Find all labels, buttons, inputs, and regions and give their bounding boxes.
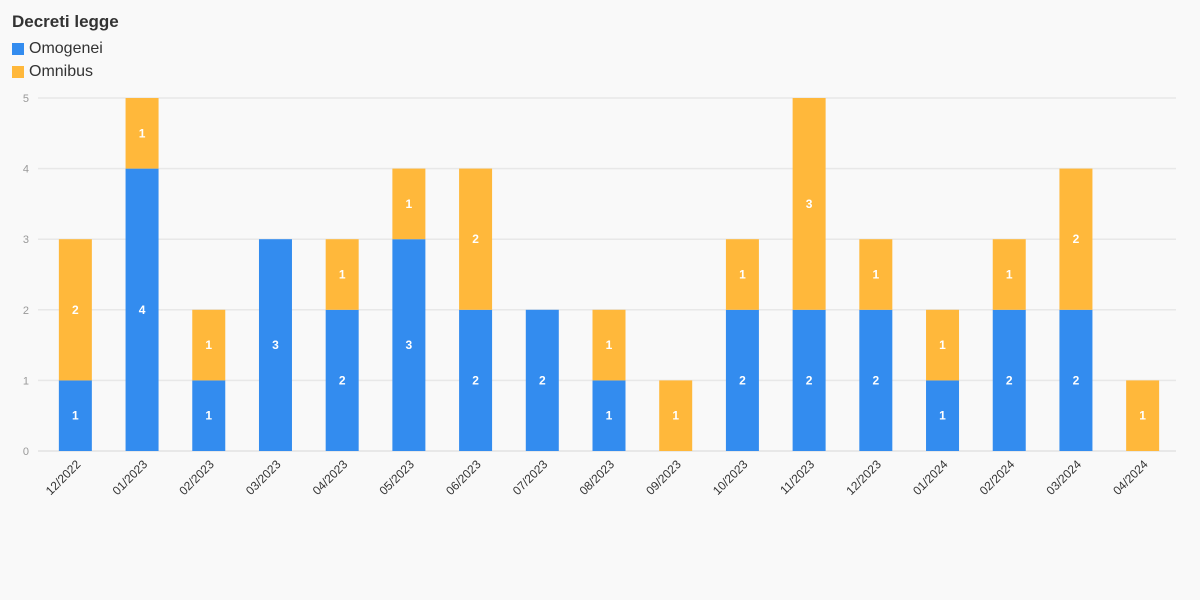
bar-segment[interactable] [859,309,893,451]
data-label: 1 [939,409,946,423]
data-label: 1 [205,338,212,352]
bar-segment[interactable] [459,309,493,451]
bar-segment[interactable] [926,380,960,451]
data-label: 2 [1073,232,1080,246]
bar-segment[interactable] [125,98,159,169]
bar-segment[interactable] [725,309,759,451]
data-label: 2 [539,373,546,387]
x-tick-label: 03/2024 [1043,457,1084,498]
bar-segment[interactable] [325,239,359,310]
legend-label-omogenei: Omogenei [29,39,103,57]
legend-item-omogenei[interactable]: Omogenei [12,37,103,60]
y-tick-label: 0 [23,446,29,458]
data-label: 1 [1139,409,1146,423]
bar-segment[interactable] [926,309,960,381]
bar-segment[interactable] [125,168,159,451]
legend: Omogenei Omnibus [12,37,103,83]
bar-segment[interactable] [992,309,1026,451]
bar-segment[interactable] [325,309,359,451]
data-label: 1 [672,409,679,423]
data-label: 2 [72,303,79,317]
data-label: 1 [606,409,613,423]
legend-item-omnibus[interactable]: Omnibus [12,60,103,83]
bar-segment[interactable] [859,239,893,310]
data-label: 1 [1006,268,1013,282]
data-label: 2 [739,373,746,387]
data-label: 2 [472,232,479,246]
data-label: 2 [872,373,879,387]
x-tick-label: 02/2023 [176,457,217,498]
x-tick-label: 04/2024 [1110,457,1151,498]
x-tick-label: 10/2023 [710,457,751,498]
bar-segment[interactable] [659,380,693,451]
data-label: 1 [939,338,946,352]
legend-swatch-omogenei [12,42,24,55]
legend-swatch-omnibus [12,65,24,78]
bar-segment[interactable] [792,98,826,310]
bar-segment[interactable] [592,309,626,381]
data-label: 3 [272,338,279,352]
data-label: 4 [139,303,146,317]
x-tick-label: 01/2023 [110,457,151,498]
data-label: 2 [806,373,813,387]
x-tick-label: 01/2024 [910,457,951,498]
bar-segment[interactable] [1059,309,1093,451]
bar-segment[interactable] [258,239,292,451]
x-tick-label: 06/2023 [443,457,484,498]
bar-segment[interactable] [792,309,826,451]
x-tick-label: 12/2022 [43,457,84,498]
bar-segment[interactable] [58,239,92,381]
x-tick-label: 09/2023 [643,457,684,498]
bar-segment[interactable] [192,309,226,381]
data-label: 1 [72,409,79,423]
bar-segment[interactable] [392,168,426,240]
x-tick-label: 07/2023 [510,457,551,498]
chart-title: Decreti legge [12,12,119,31]
bar-segment[interactable] [1126,380,1160,451]
bar-segment[interactable] [592,380,626,451]
bar-segment[interactable] [192,380,226,451]
x-tick-label: 05/2023 [376,457,417,498]
data-label: 1 [872,268,879,282]
bar-segment[interactable] [459,168,493,310]
y-tick-label: 2 [23,305,29,317]
data-label: 1 [339,268,346,282]
y-tick-label: 3 [23,234,29,246]
x-tick-label: 11/2023 [777,457,817,497]
x-tick-label: 12/2023 [843,457,884,498]
data-label: 2 [1006,373,1013,387]
x-tick-label: 03/2023 [243,457,284,498]
data-label: 1 [139,126,146,140]
data-label: 1 [406,197,413,211]
data-label: 1 [205,409,212,423]
bar-segment[interactable] [725,239,759,310]
bar-segment[interactable] [992,239,1026,310]
x-tick-label: 02/2024 [977,457,1018,498]
data-label: 3 [806,197,813,211]
data-label: 2 [472,373,479,387]
data-label: 1 [739,268,746,282]
y-tick-label: 4 [23,164,29,176]
bar-segment[interactable] [392,239,426,451]
y-tick-label: 1 [23,375,29,387]
data-label: 3 [406,338,413,352]
data-label: 2 [339,373,346,387]
y-tick-label: 5 [23,93,29,105]
x-tick-label: 04/2023 [310,457,351,498]
bar-segment[interactable] [58,380,92,451]
bar-segment[interactable] [1059,168,1093,310]
data-label: 2 [1073,373,1080,387]
x-tick-label: 08/2023 [577,457,618,498]
legend-label-omnibus: Omnibus [29,62,94,80]
data-label: 1 [606,338,613,352]
bar-segment[interactable] [525,309,559,451]
